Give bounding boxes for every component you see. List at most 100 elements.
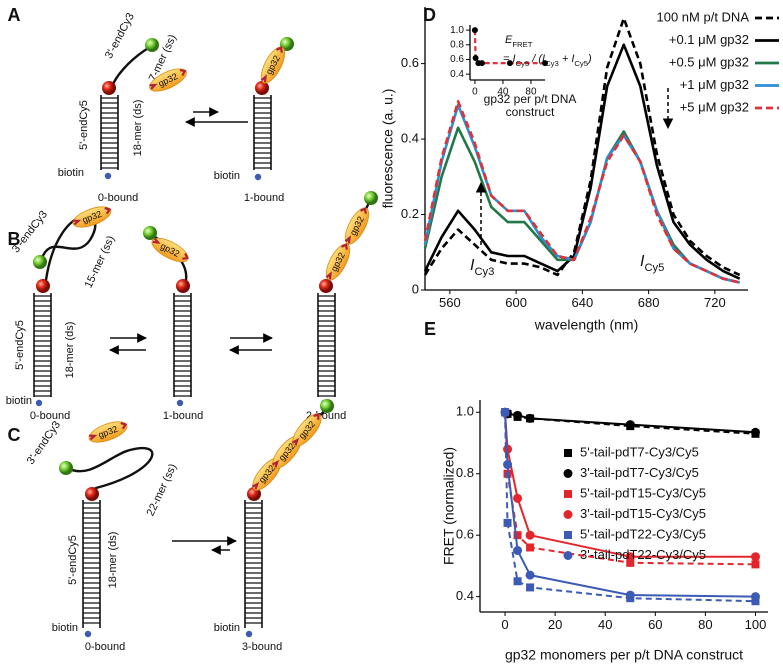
gp32-edge	[89, 422, 128, 441]
legend-label: 5'-tail-pdT15-Cy3/Cy5	[580, 485, 706, 500]
gp32-protein: gp32	[88, 421, 128, 443]
label: 5'-endCy5	[67, 535, 79, 585]
cy3-dye	[59, 461, 73, 475]
cy5-dye	[319, 279, 333, 293]
text-part: I	[640, 253, 645, 270]
text-part: )	[586, 53, 592, 65]
y-tick-label: 0.4	[450, 69, 464, 80]
label: 5'-endCy5	[78, 100, 90, 150]
data-point	[513, 531, 522, 540]
biotin-dot	[35, 399, 43, 407]
subscript: Cy3	[545, 59, 559, 68]
y-tick-label: 0.6	[401, 55, 419, 70]
label: 3-bound	[242, 641, 282, 653]
cy3-dye	[320, 399, 334, 413]
gp32-protein: gp32	[149, 68, 187, 92]
label: 0-bound	[30, 410, 70, 422]
gp32-edge	[149, 68, 187, 90]
spectrum-line	[423, 103, 740, 284]
legend-marker	[563, 551, 573, 560]
gp32-edge	[344, 207, 367, 244]
gp32-edge	[291, 413, 320, 446]
text-part: / (I	[529, 53, 545, 65]
label: 5'-endCy5	[14, 320, 26, 370]
annotation: ICy3	[470, 257, 494, 278]
x-tick-label: 680	[638, 295, 660, 310]
x-tick-label: 600	[505, 295, 527, 310]
x-axis-title: wavelength (nm)	[534, 317, 639, 333]
data-point	[526, 543, 535, 552]
biotin-dot	[254, 173, 262, 181]
spectrum-line	[423, 17, 741, 277]
ds-dna	[244, 500, 263, 628]
annotation: EFRET	[505, 34, 533, 49]
gp32-protein: gp32	[291, 413, 322, 447]
subscript: Cy5	[644, 262, 664, 274]
gp32-body	[292, 413, 322, 447]
text-part: E	[505, 34, 513, 46]
biotin-dot	[104, 172, 112, 180]
cy3-dye	[143, 226, 157, 240]
label: C	[8, 425, 21, 445]
legend-marker	[563, 469, 573, 478]
label: biotin	[52, 622, 78, 634]
label: 1-bound	[244, 192, 284, 204]
y-axis-title: FRET (normalized)	[441, 447, 457, 565]
label: 3'-endCy3	[103, 11, 137, 61]
ds-dna	[173, 293, 192, 397]
y-tick-label: 0.4	[456, 588, 474, 603]
ds-dna	[33, 293, 52, 397]
legend-marker	[564, 449, 572, 457]
gp32-body	[325, 243, 351, 281]
fit-line	[504, 412, 756, 603]
gp32-protein: gp32	[151, 237, 189, 263]
gp32-protein: gp32	[260, 46, 286, 84]
data-point	[525, 413, 535, 423]
data-point	[750, 427, 760, 437]
label: B	[8, 229, 21, 249]
y-tick-label: 0.8	[450, 39, 464, 50]
label: 18-mer (ds)	[64, 322, 76, 379]
x-tick-label: 20	[548, 617, 562, 632]
text-part: I	[470, 257, 475, 274]
cy3-dye	[145, 38, 159, 52]
data-point	[503, 460, 513, 470]
text-part: + I	[559, 53, 575, 65]
panel-letter: D	[423, 5, 436, 25]
y-axis-title: fluorescence (a. u.)	[380, 89, 396, 209]
data-point	[625, 552, 635, 562]
legend-label: +5 μM gp32	[680, 99, 749, 114]
x-tick-label: 80	[525, 87, 537, 98]
data-point	[542, 60, 548, 67]
data-point	[525, 530, 535, 540]
cy5-dye	[85, 487, 99, 501]
label: biotin	[214, 170, 240, 182]
biotin-dot	[245, 630, 253, 638]
label: biotin	[58, 167, 84, 179]
legend-label: +0.1 μM gp32	[669, 32, 749, 47]
y-tick-label: 0.8	[456, 465, 474, 480]
ds-dna	[253, 95, 272, 170]
y-tick-label: 0	[412, 281, 419, 296]
ss-dna	[40, 214, 97, 282]
x-tick-label: 0	[472, 87, 478, 98]
gp32-edge	[152, 237, 189, 260]
cy5-dye	[36, 279, 50, 293]
biotin-dot	[84, 630, 92, 638]
label: 0-bound	[85, 641, 125, 653]
y-tick-label: 1.0	[450, 25, 464, 36]
ss-dna	[111, 45, 152, 86]
label: biotin	[6, 395, 32, 407]
label: 3'-endCy3	[25, 419, 63, 467]
ds-dna	[100, 95, 119, 170]
subscript: Cy5	[516, 59, 530, 68]
gp32-body	[260, 46, 286, 84]
biotin-dot	[176, 399, 184, 407]
legend-label: 5'-tail-pdT22-Cy3/Cy5	[580, 526, 706, 541]
data-point	[625, 420, 635, 430]
legend-marker	[564, 531, 572, 539]
x-tick-label: 80	[698, 617, 712, 632]
label: A	[8, 5, 21, 25]
data-point	[513, 410, 523, 420]
